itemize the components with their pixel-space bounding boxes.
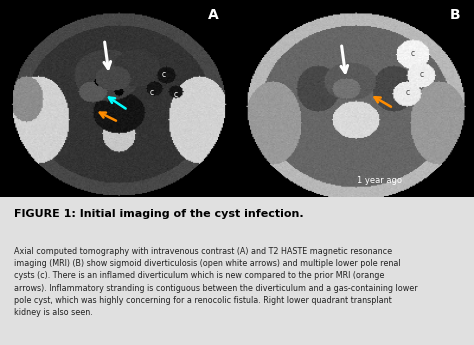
Text: A: A	[208, 8, 219, 22]
Text: FIGURE 1: Initial imaging of the cyst infection.: FIGURE 1: Initial imaging of the cyst in…	[14, 208, 304, 218]
Text: c: c	[406, 88, 410, 97]
Text: c: c	[173, 90, 177, 99]
Text: Axial computed tomography with intravenous contrast (A) and T2 HASTE magnetic re: Axial computed tomography with intraveno…	[14, 247, 418, 317]
Text: c: c	[410, 49, 414, 58]
Text: c: c	[150, 88, 154, 97]
Text: B: B	[450, 8, 460, 22]
Text: 1 year ago: 1 year ago	[357, 176, 401, 185]
Text: c: c	[420, 70, 424, 79]
Text: c: c	[162, 70, 165, 79]
